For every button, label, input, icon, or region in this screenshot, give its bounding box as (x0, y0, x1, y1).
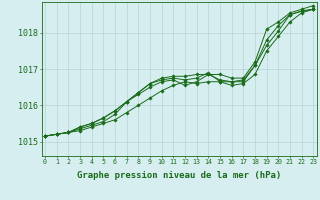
X-axis label: Graphe pression niveau de la mer (hPa): Graphe pression niveau de la mer (hPa) (77, 171, 281, 180)
